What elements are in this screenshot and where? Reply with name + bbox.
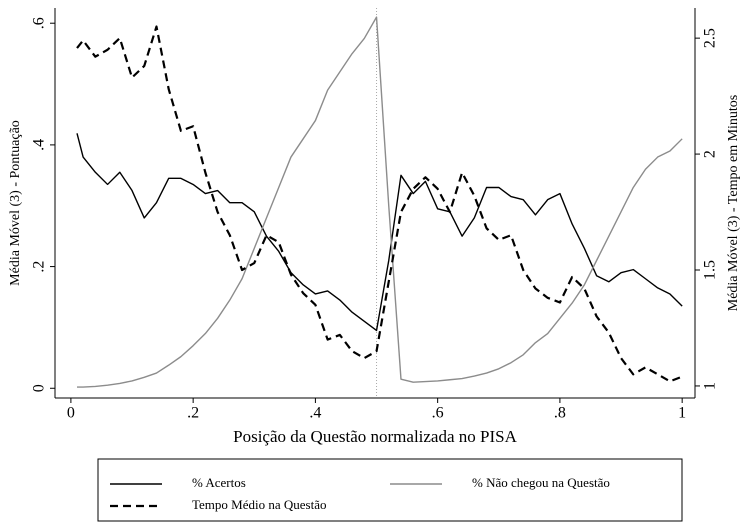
y-axis-title: Média Móvel (3) - Pontuação bbox=[8, 120, 23, 286]
legend-label: % Acertos bbox=[192, 475, 246, 490]
legend-label: Tempo Médio na Questão bbox=[192, 497, 326, 512]
y2-tick-label: 2.5 bbox=[702, 28, 719, 48]
x-tick-label: .8 bbox=[554, 405, 566, 422]
x-tick-label: .2 bbox=[187, 405, 199, 422]
x-tick-label: .6 bbox=[432, 405, 444, 422]
legend-label: % Não chegou na Questão bbox=[472, 475, 610, 490]
y2-tick-label: 2 bbox=[702, 150, 719, 158]
series-line bbox=[76, 25, 683, 383]
x-tick-label: 0 bbox=[67, 405, 75, 422]
y2-tick-label: 1.5 bbox=[702, 260, 719, 280]
y-tick-label: 0 bbox=[31, 384, 48, 392]
x-tick-label: 1 bbox=[678, 405, 686, 422]
x-tick-label: .4 bbox=[309, 405, 321, 422]
legend-box bbox=[97, 458, 683, 522]
x-axis-title: Posição da Questão normalizada no PISA bbox=[233, 427, 517, 446]
y2-axis-title: Média Móvel (3) - Tempo em Minutos bbox=[726, 95, 741, 312]
y-tick-label: .2 bbox=[31, 261, 48, 273]
series-line bbox=[77, 16, 683, 388]
y2-tick-label: 1 bbox=[702, 382, 719, 390]
y-tick-label: .6 bbox=[31, 17, 48, 29]
y-tick-label: .4 bbox=[31, 139, 48, 151]
series-line bbox=[76, 133, 683, 332]
